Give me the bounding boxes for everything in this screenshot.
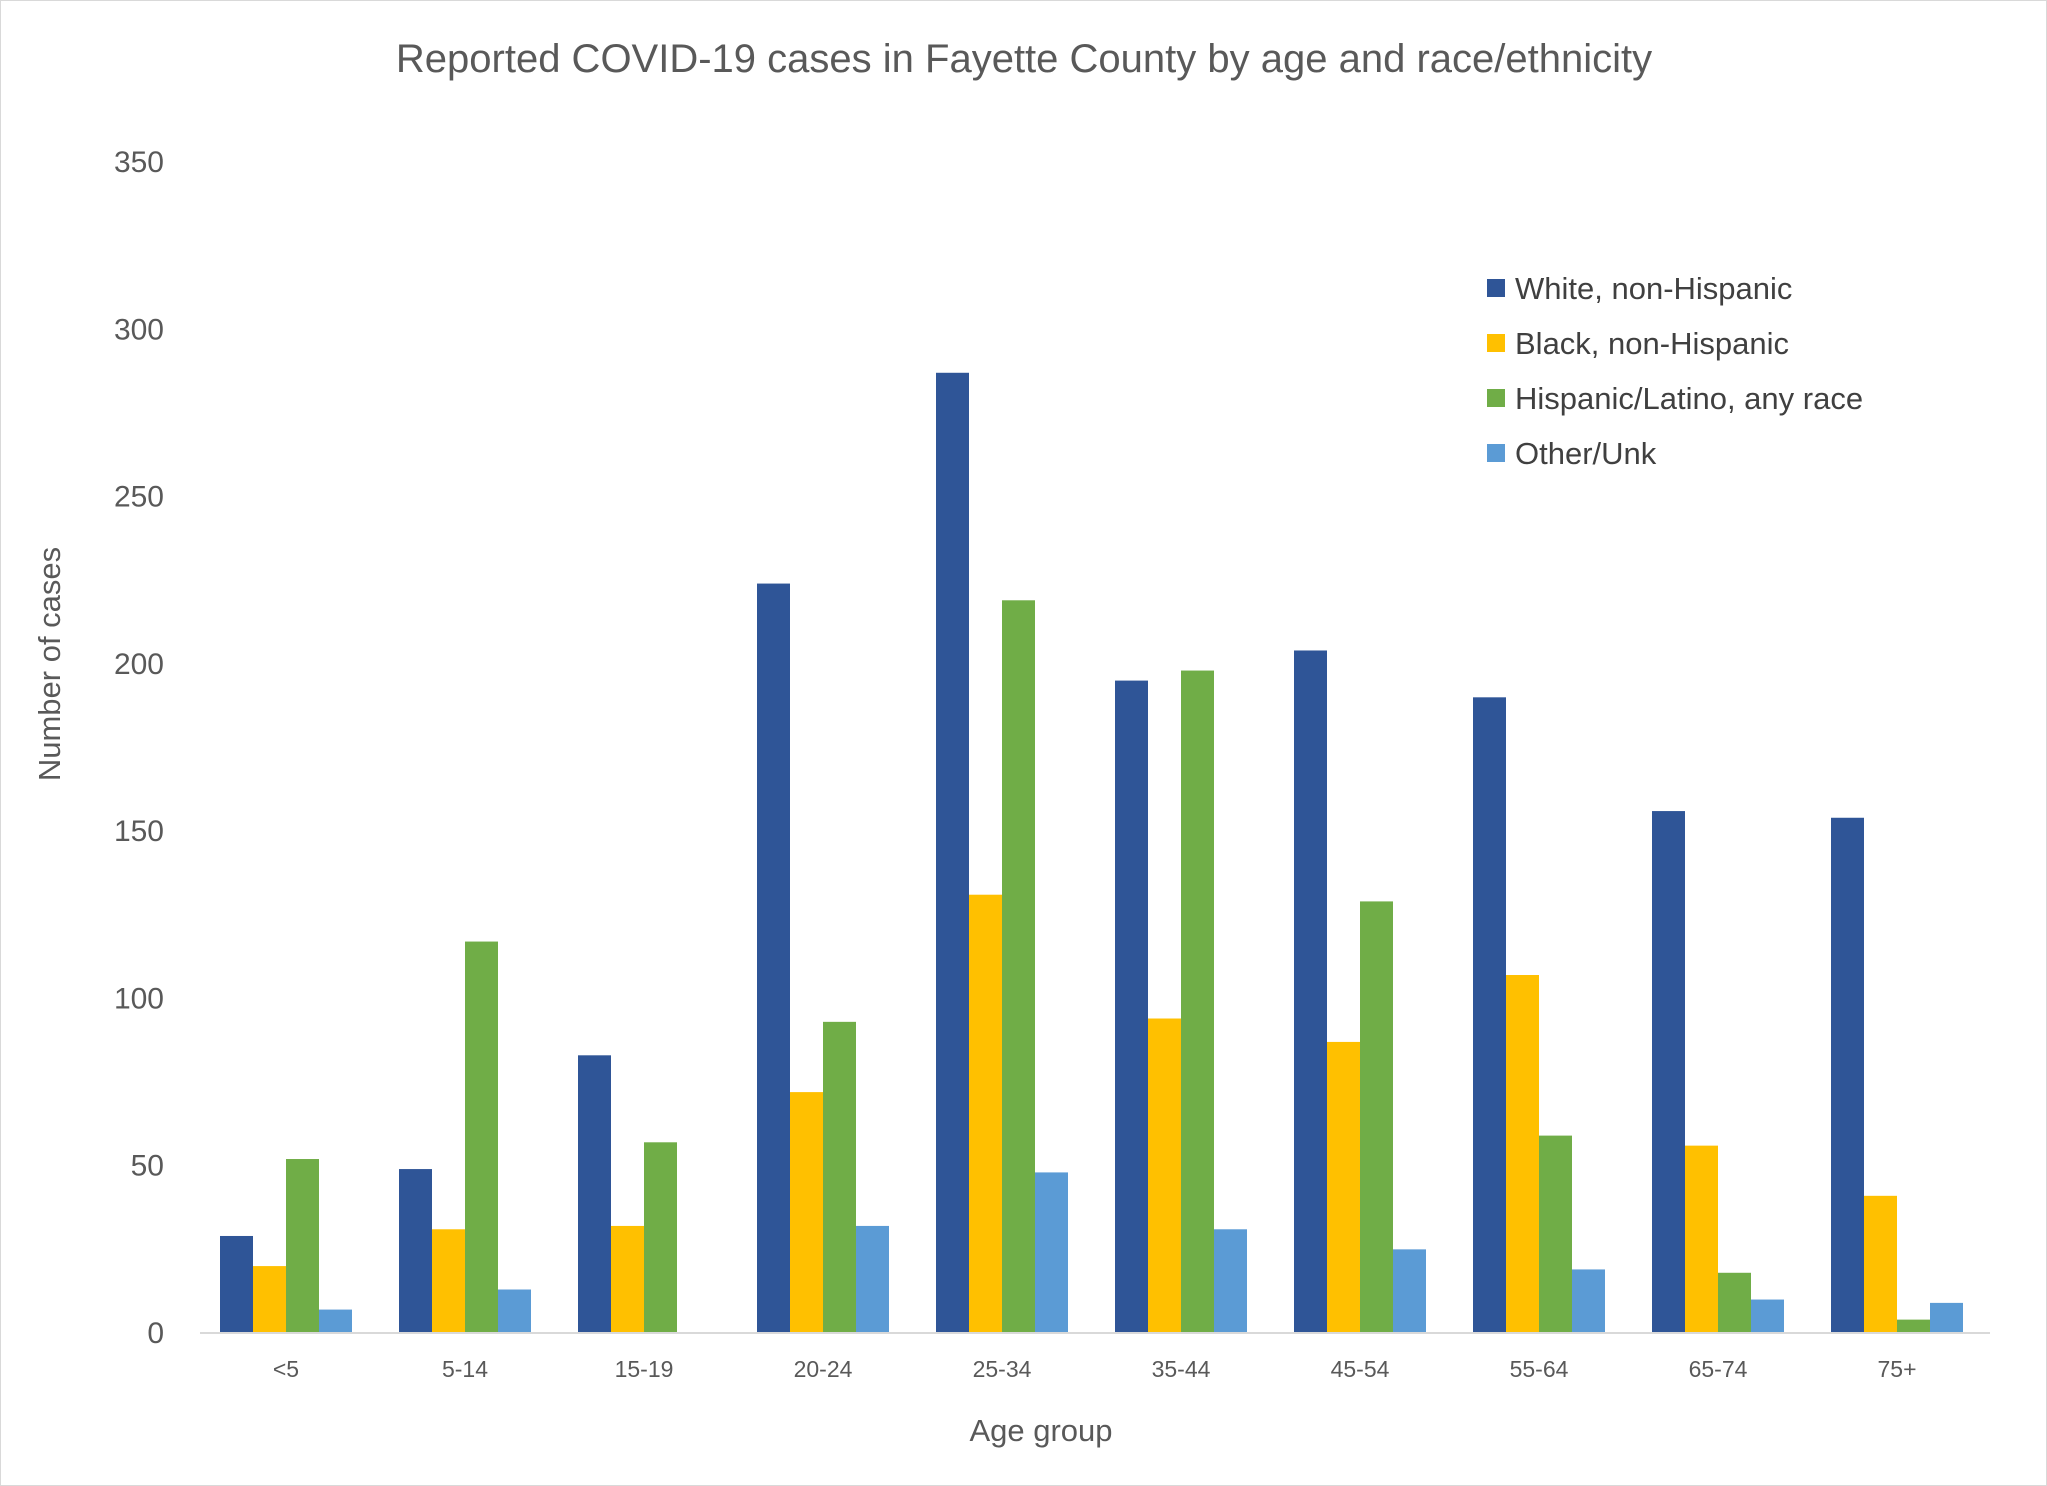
x-tick-label: 20-24 — [794, 1356, 853, 1382]
x-axis-title: Age group — [969, 1413, 1112, 1448]
y-tick-label: 150 — [114, 815, 164, 848]
legend-swatch — [1487, 279, 1505, 297]
bar-other-unk-6 — [1393, 1249, 1426, 1333]
y-tick-label: 200 — [114, 648, 164, 681]
bar-hispanic-latino-any-race-7 — [1539, 1135, 1572, 1333]
legend-label: Black, non-Hispanic — [1515, 326, 1789, 361]
bar-other-unk-8 — [1751, 1299, 1784, 1333]
legend-swatch — [1487, 389, 1505, 407]
bar-other-unk-9 — [1930, 1302, 1963, 1333]
bar-white-non-hispanic-0 — [220, 1235, 253, 1333]
bar-white-non-hispanic-9 — [1831, 817, 1864, 1333]
bar-black-non-hispanic-7 — [1506, 975, 1539, 1333]
bar-black-non-hispanic-3 — [790, 1092, 823, 1333]
bars — [220, 372, 1963, 1333]
bar-white-non-hispanic-8 — [1652, 811, 1685, 1333]
bar-black-non-hispanic-9 — [1864, 1195, 1897, 1333]
y-tick-label: 50 — [131, 1150, 164, 1183]
bar-black-non-hispanic-6 — [1327, 1041, 1360, 1333]
bar-hispanic-latino-any-race-8 — [1718, 1272, 1751, 1333]
legend-label: Hispanic/Latino, any race — [1515, 381, 1863, 416]
bar-black-non-hispanic-4 — [969, 894, 1002, 1333]
x-tick-label: 15-19 — [615, 1356, 674, 1382]
bar-white-non-hispanic-4 — [936, 372, 969, 1333]
bar-other-unk-4 — [1035, 1172, 1068, 1333]
legend-swatch — [1487, 334, 1505, 352]
x-tick-label: 45-54 — [1331, 1356, 1390, 1382]
y-axis-title: Number of cases — [32, 547, 67, 781]
bar-other-unk-0 — [319, 1309, 352, 1333]
x-tick-label: 65-74 — [1689, 1356, 1748, 1382]
bar-hispanic-latino-any-race-0 — [286, 1159, 319, 1333]
bar-other-unk-5 — [1214, 1229, 1247, 1333]
bar-white-non-hispanic-6 — [1294, 650, 1327, 1333]
x-tick-label: 55-64 — [1510, 1356, 1569, 1382]
legend-label: Other/Unk — [1515, 436, 1657, 471]
bar-white-non-hispanic-3 — [757, 583, 790, 1333]
bar-other-unk-3 — [856, 1225, 889, 1333]
y-axis-ticks: 0 50 100 150 200 250 300 350 — [114, 146, 164, 1350]
x-tick-label: 5-14 — [442, 1356, 488, 1382]
bar-white-non-hispanic-2 — [578, 1055, 611, 1333]
y-tick-label: 250 — [114, 481, 164, 514]
bar-black-non-hispanic-0 — [253, 1266, 286, 1333]
x-tick-label: <5 — [273, 1356, 299, 1382]
x-tick-label: 25-34 — [973, 1356, 1032, 1382]
bar-other-unk-7 — [1572, 1269, 1605, 1333]
x-tick-label: 75+ — [1877, 1356, 1916, 1382]
bar-black-non-hispanic-5 — [1148, 1018, 1181, 1333]
legend-label: White, non-Hispanic — [1515, 271, 1792, 306]
legend-swatch — [1487, 444, 1505, 462]
bar-black-non-hispanic-2 — [611, 1225, 644, 1333]
bar-hispanic-latino-any-race-6 — [1360, 901, 1393, 1333]
bar-hispanic-latino-any-race-4 — [1002, 600, 1035, 1333]
y-tick-label: 0 — [147, 1317, 164, 1350]
bar-white-non-hispanic-5 — [1115, 680, 1148, 1333]
bar-hispanic-latino-any-race-3 — [823, 1021, 856, 1333]
bar-hispanic-latino-any-race-1 — [465, 941, 498, 1333]
y-tick-label: 300 — [114, 313, 164, 346]
y-tick-label: 100 — [114, 982, 164, 1015]
x-tick-label: 35-44 — [1152, 1356, 1211, 1382]
bar-other-unk-1 — [498, 1289, 531, 1333]
bar-white-non-hispanic-1 — [399, 1169, 432, 1333]
chart-title: Reported COVID-19 cases in Fayette Count… — [396, 37, 1652, 81]
bar-black-non-hispanic-1 — [432, 1229, 465, 1333]
y-tick-label: 350 — [114, 146, 164, 179]
bar-hispanic-latino-any-race-2 — [644, 1142, 677, 1333]
bar-black-non-hispanic-8 — [1685, 1145, 1718, 1333]
x-axis-ticks: <5 5-14 15-19 20-24 25-34 35-44 45-54 55-64 65-7… — [273, 1356, 1917, 1382]
bar-white-non-hispanic-7 — [1473, 697, 1506, 1333]
bar-hispanic-latino-any-race-9 — [1897, 1319, 1930, 1333]
legend: White, non-Hispanic Black, non-Hispanic Hi… — [1487, 271, 1863, 471]
bar-hispanic-latino-any-race-5 — [1181, 670, 1214, 1333]
